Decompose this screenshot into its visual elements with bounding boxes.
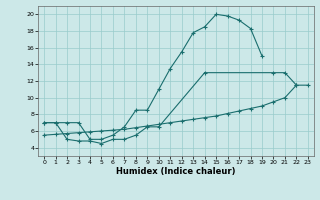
X-axis label: Humidex (Indice chaleur): Humidex (Indice chaleur) bbox=[116, 167, 236, 176]
